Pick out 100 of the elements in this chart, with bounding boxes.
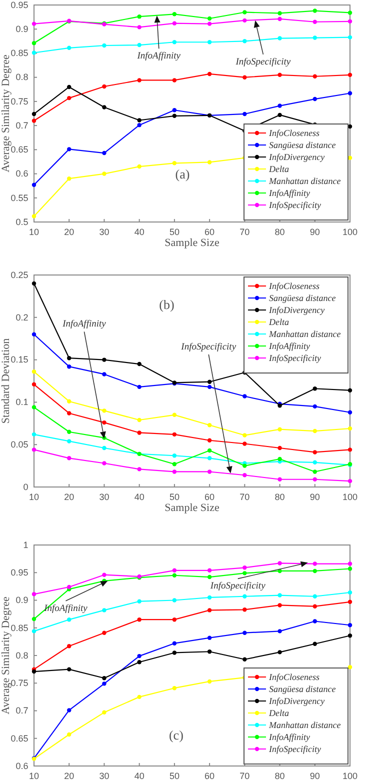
point <box>207 40 212 44</box>
point <box>102 150 106 156</box>
annotation: InfoAffinity <box>62 320 107 330</box>
y-tick-label: 0.75 <box>10 96 28 106</box>
point <box>32 214 36 218</box>
point <box>242 39 247 44</box>
annotation: InfoSpecificity <box>209 582 266 592</box>
legend-label: InfoSpecificity <box>268 744 321 754</box>
point <box>348 426 352 431</box>
point <box>312 386 317 391</box>
point <box>67 617 72 622</box>
point <box>348 590 352 595</box>
x-tick-label: 40 <box>134 770 144 781</box>
point <box>102 446 106 450</box>
point <box>242 571 247 576</box>
x-tick-label: 40 <box>134 492 144 502</box>
point <box>242 112 247 116</box>
point <box>312 8 317 13</box>
y-tick-label: 0.75 <box>10 678 28 688</box>
point <box>137 467 142 472</box>
point <box>67 356 72 360</box>
point <box>172 108 177 112</box>
y-tick-label: 0.25 <box>10 270 28 280</box>
point <box>32 405 36 410</box>
point <box>278 16 282 22</box>
y-axis-title: Average Similarity Degree <box>0 596 12 714</box>
point <box>348 35 352 40</box>
y-tick-label: 0.15 <box>10 354 28 365</box>
x-axis-title: Sample Size <box>164 237 220 249</box>
point <box>172 412 177 418</box>
point <box>137 694 142 700</box>
point <box>278 104 282 108</box>
y-tick-label: 0.9 <box>16 24 28 34</box>
point <box>348 19 352 24</box>
point <box>242 442 247 446</box>
point <box>102 676 106 680</box>
legend-label: InfoCloseness <box>268 281 320 291</box>
point <box>348 566 352 571</box>
point <box>278 603 282 608</box>
point <box>102 43 106 48</box>
point <box>137 122 142 128</box>
point <box>207 380 212 384</box>
y-tick-label: 1 <box>23 540 28 550</box>
point <box>137 14 142 19</box>
point <box>242 473 247 478</box>
point <box>348 634 352 638</box>
x-tick-label: 60 <box>204 226 215 237</box>
annotation: InfoAffinity <box>43 604 88 614</box>
point <box>137 660 142 664</box>
y-axis-title: Standard Deviation <box>0 338 12 424</box>
legend-label: InfoCloseness <box>268 128 320 138</box>
point <box>278 456 282 462</box>
x-tick-label: 40 <box>134 226 144 237</box>
point <box>348 448 352 452</box>
legend-label: InfoSpecificity <box>268 200 321 210</box>
point <box>278 477 282 482</box>
y-tick-label: 0.95 <box>10 0 28 10</box>
point <box>32 669 36 674</box>
point <box>242 18 247 23</box>
point <box>312 470 317 474</box>
point <box>242 464 247 468</box>
point <box>207 636 212 640</box>
point <box>172 568 177 573</box>
point <box>67 364 72 369</box>
x-tick-label: 100 <box>342 492 358 502</box>
point <box>278 650 282 654</box>
point <box>207 448 212 453</box>
point <box>242 566 247 570</box>
legend-label: InfoSpecificity <box>268 353 321 363</box>
y-tick-label: 0.85 <box>10 48 28 58</box>
point <box>172 470 177 474</box>
x-tick-label: 20 <box>64 226 74 237</box>
legend-label: Sangüesa distance <box>269 140 336 150</box>
point <box>172 573 177 578</box>
x-tick-label: 10 <box>28 770 40 781</box>
point <box>102 630 106 635</box>
point <box>207 595 212 600</box>
point <box>278 72 282 78</box>
point <box>348 664 352 670</box>
legend-label: Manhattan distance <box>268 176 341 186</box>
point <box>348 562 352 566</box>
point <box>32 118 36 123</box>
y-tick-label: 0.5 <box>16 216 28 227</box>
legend-label: InfoDivergency <box>268 305 325 315</box>
point <box>172 462 177 466</box>
y-tick-label: 0.65 <box>10 733 28 744</box>
point <box>137 78 142 82</box>
point <box>172 114 177 118</box>
legend-label: Delta <box>268 317 290 327</box>
point <box>172 432 177 437</box>
point <box>102 461 106 466</box>
point <box>32 112 36 116</box>
y-tick-label: 0.05 <box>10 439 28 450</box>
y-tick-label: 0.7 <box>16 706 28 716</box>
text: (a) <box>175 166 190 182</box>
legend-label: InfoAffinity <box>268 188 310 198</box>
x-tick-label: 60 <box>204 770 215 781</box>
point <box>312 619 317 624</box>
point <box>32 382 36 386</box>
x-tick-label: 30 <box>99 492 110 502</box>
